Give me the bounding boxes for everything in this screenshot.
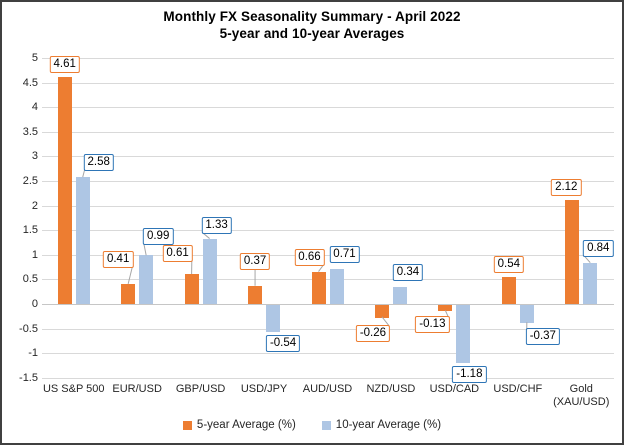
bar-10-year-average-usd-cad: [456, 305, 471, 364]
data-label-5-year-average-eur-usd: 0.41: [102, 250, 134, 268]
data-label-10-year-average-gbp-usd: 1.33: [201, 216, 232, 234]
leader-line: [583, 255, 591, 264]
bar-10-year-average-us-s-p-500: [75, 177, 90, 304]
data-label-5-year-average-nzd-usd: -0.26: [355, 324, 391, 342]
category-label-usd-cad: USD/CAD: [429, 383, 480, 395]
gridline--1.5: [42, 377, 614, 379]
gridline--0.5: [42, 328, 614, 330]
category-label-usd-jpy: USD/JPY: [240, 383, 288, 395]
data-label-10-year-average-usd-cad: -1.18: [452, 366, 487, 384]
y-tick-label-2.5: 2.5: [22, 175, 38, 187]
y-tick-label-4.5: 4.5: [22, 76, 38, 89]
legend: 5-year Average (%) 10-year Average (%): [2, 419, 622, 431]
data-label-5-year-average-gold-xau-usd: 2.12: [551, 178, 582, 196]
leader-line: [127, 266, 133, 284]
category-label-gbp-usd: GBP/USD: [175, 383, 226, 395]
bar-5-year-average-gbp-usd: [184, 273, 199, 304]
leader-line: [82, 169, 86, 178]
bar-5-year-average-gold-xau-usd: [565, 199, 580, 304]
y-tick-label-3.5: 3.5: [22, 125, 38, 138]
y-tick-label--0.5: -0.5: [19, 322, 38, 335]
category-label-usd-chf: USD/CHF: [493, 383, 543, 395]
data-label-5-year-average-usd-cad: -0.13: [415, 316, 450, 334]
data-label-10-year-average-gold-xau-usd: 0.84: [583, 239, 614, 257]
gridline-2: [42, 205, 614, 207]
bar-10-year-average-usd-chf: [519, 305, 534, 324]
data-label-10-year-average-us-s-p-500: 2.58: [83, 154, 114, 172]
gridline--1: [42, 353, 614, 355]
bar-10-year-average-usd-jpy: [266, 305, 281, 332]
y-tick-label-3: 3: [31, 150, 38, 163]
y-tick-label--1.5: -1.5: [19, 371, 38, 384]
5-year-average-swatch-icon: [182, 420, 192, 430]
bar-5-year-average-eur-usd: [121, 283, 136, 304]
data-label-5-year-average-aud-usd: 0.66: [294, 248, 325, 266]
bar-10-year-average-gbp-usd: [202, 238, 217, 304]
gridline-1.5: [42, 230, 614, 232]
bar-5-year-average-us-s-p-500: [57, 77, 72, 304]
data-label-10-year-average-eur-usd: 0.99: [142, 228, 174, 246]
y-tick-label-1.5: 1.5: [22, 224, 38, 237]
bar-10-year-average-eur-usd: [139, 255, 154, 304]
legend-label: 10-year Average (%): [335, 419, 442, 431]
bar-10-year-average-nzd-usd: [392, 287, 407, 304]
legend-item-10-year-average: 10-year Average (%): [321, 419, 442, 431]
gridline-4.5: [42, 82, 614, 84]
gridline-2.5: [42, 181, 614, 182]
leader-line: [318, 264, 325, 272]
bar-10-year-average-gold-xau-usd: [583, 262, 598, 304]
data-label-5-year-average-us-s-p-500: 4.61: [49, 56, 80, 74]
category-label-aud-usd: AUD/USD: [302, 383, 353, 395]
leader-line: [143, 244, 147, 256]
gridline-4: [42, 107, 614, 109]
bar-5-year-average-usd-cad: [438, 305, 453, 312]
gridline-5: [42, 58, 614, 59]
bar-5-year-average-usd-chf: [501, 277, 516, 304]
data-label-5-year-average-usd-chf: 0.54: [493, 256, 525, 274]
y-tick-label-0: 0: [31, 298, 38, 310]
bar-10-year-average-aud-usd: [329, 269, 344, 304]
bar-5-year-average-aud-usd: [311, 271, 326, 304]
data-label-10-year-average-usd-jpy: -0.54: [265, 334, 301, 352]
y-tick-label--1: -1: [28, 347, 38, 360]
gridline-3.5: [42, 131, 614, 133]
legend-item-5-year-average: 5-year Average (%): [182, 419, 296, 431]
category-label-us-s-p-500: US S&P 500: [42, 383, 105, 395]
y-tick-label-4: 4: [31, 101, 38, 114]
data-label-10-year-average-aud-usd: 0.71: [329, 246, 360, 264]
data-label-10-year-average-nzd-usd: 0.34: [392, 264, 424, 282]
gridline-1: [42, 254, 614, 256]
gridline-0.5: [42, 279, 614, 281]
data-label-5-year-average-usd-jpy: 0.37: [239, 252, 271, 270]
chart-title: Monthly FX Seasonality Summary - April 2…: [163, 9, 461, 24]
bar-5-year-average-nzd-usd: [374, 305, 389, 318]
gridline-0: [42, 304, 614, 305]
data-label-10-year-average-usd-chf: -0.37: [525, 328, 560, 346]
y-tick-label-2: 2: [31, 199, 38, 212]
gridline-3: [42, 156, 614, 158]
y-tick-label-1: 1: [31, 248, 38, 261]
y-tick-label-5: 5: [31, 52, 38, 64]
category-label-nzd-usd: NZD/USD: [366, 383, 416, 395]
bar-5-year-average-usd-jpy: [248, 285, 263, 304]
category-label-eur-usd: EUR/USD: [112, 383, 162, 395]
chart-subtitle: 5-year and 10-year Averages: [219, 26, 405, 41]
y-tick-label-0.5: 0.5: [22, 273, 38, 286]
data-label-5-year-average-gbp-usd: 0.61: [162, 244, 193, 262]
legend-label: 5-year Average (%): [196, 419, 296, 431]
category-label-gold-xau-usd: Gold (XAU/USD): [553, 383, 610, 408]
10-year-average-swatch-icon: [321, 420, 331, 430]
